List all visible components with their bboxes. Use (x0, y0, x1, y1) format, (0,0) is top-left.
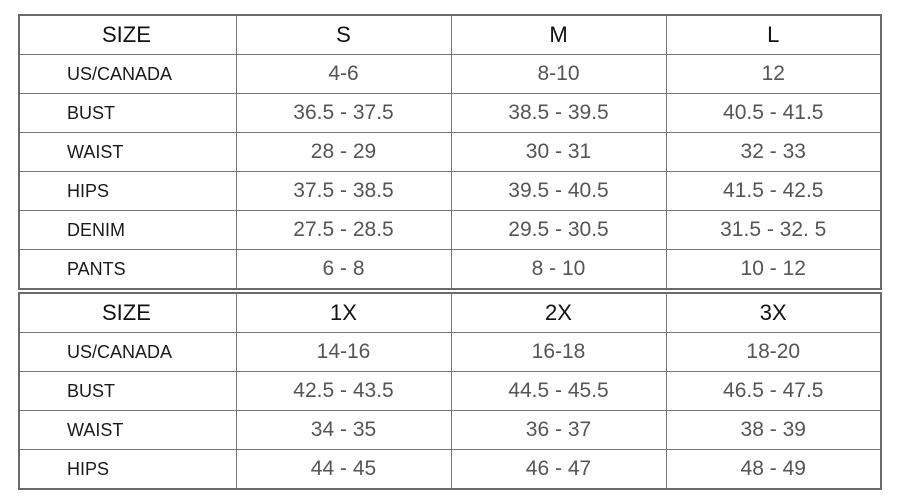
header-row: SIZE S M L (18, 14, 882, 55)
measurement-cell: 28 - 29 (235, 132, 452, 172)
measurement-cell: 36.5 - 37.5 (235, 93, 452, 133)
row-label: HIPS (18, 449, 237, 490)
measurement-cell: 10 - 12 (665, 249, 882, 290)
measurement-cell: 32 - 33 (665, 132, 882, 172)
measurement-cell: 16-18 (450, 332, 667, 372)
size-header: SIZE (18, 292, 237, 333)
measurement-cell: 38 - 39 (665, 410, 882, 450)
measurement-cell: 36 - 37 (450, 410, 667, 450)
row-label: WAIST (18, 410, 237, 450)
measurement-cell: 46.5 - 47.5 (665, 371, 882, 411)
measurement-cell: 42.5 - 43.5 (235, 371, 452, 411)
row-label: DENIM (18, 210, 237, 250)
measurement-cell: 27.5 - 28.5 (235, 210, 452, 250)
measurement-cell: 48 - 49 (665, 449, 882, 490)
table-row: BUST 36.5 - 37.5 38.5 - 39.5 40.5 - 41.5 (18, 93, 882, 133)
measurement-cell: 8-10 (450, 54, 667, 94)
table-row: HIPS 44 - 45 46 - 47 48 - 49 (18, 449, 882, 490)
measurement-cell: 30 - 31 (450, 132, 667, 172)
table-row: DENIM 27.5 - 28.5 29.5 - 30.5 31.5 - 32. 5 (18, 210, 882, 250)
measurement-cell: 14-16 (235, 332, 452, 372)
size-chart-standard: SIZE S M L US/CANADA 4-6 8-10 12 BUST 36.5 - 37.5… (18, 14, 882, 290)
table-row: HIPS 37.5 - 38.5 39.5 - 40.5 41.5 - 42.5 (18, 171, 882, 211)
size-column-header: 3X (665, 292, 882, 333)
measurement-cell: 37.5 - 38.5 (235, 171, 452, 211)
size-column-header: 2X (450, 292, 667, 333)
measurement-cell: 44.5 - 45.5 (450, 371, 667, 411)
measurement-cell: 44 - 45 (235, 449, 452, 490)
row-label: BUST (18, 93, 237, 133)
table-row: US/CANADA 14-16 16-18 18-20 (18, 332, 882, 372)
measurement-cell: 29.5 - 30.5 (450, 210, 667, 250)
row-label: HIPS (18, 171, 237, 211)
measurement-cell: 4-6 (235, 54, 452, 94)
row-label: WAIST (18, 132, 237, 172)
measurement-cell: 38.5 - 39.5 (450, 93, 667, 133)
measurement-cell: 6 - 8 (235, 249, 452, 290)
size-column-header: S (235, 14, 452, 55)
size-column-header: L (665, 14, 882, 55)
size-column-header: M (450, 14, 667, 55)
measurement-cell: 31.5 - 32. 5 (665, 210, 882, 250)
table-row: US/CANADA 4-6 8-10 12 (18, 54, 882, 94)
size-header: SIZE (18, 14, 237, 55)
table-row: WAIST 28 - 29 30 - 31 32 - 33 (18, 132, 882, 172)
header-row: SIZE 1X 2X 3X (18, 292, 882, 333)
measurement-cell: 8 - 10 (450, 249, 667, 290)
measurement-cell: 34 - 35 (235, 410, 452, 450)
row-label: PANTS (18, 249, 237, 290)
table-row: BUST 42.5 - 43.5 44.5 - 45.5 46.5 - 47.5 (18, 371, 882, 411)
row-label: BUST (18, 371, 237, 411)
measurement-cell: 41.5 - 42.5 (665, 171, 882, 211)
measurement-cell: 39.5 - 40.5 (450, 171, 667, 211)
measurement-cell: 40.5 - 41.5 (665, 93, 882, 133)
measurement-cell: 12 (665, 54, 882, 94)
size-chart-plus: SIZE 1X 2X 3X US/CANADA 14-16 16-18 18-20 BUST 42… (18, 292, 882, 490)
measurement-cell: 46 - 47 (450, 449, 667, 490)
row-label: US/CANADA (18, 332, 237, 372)
size-column-header: 1X (235, 292, 452, 333)
table-row: WAIST 34 - 35 36 - 37 38 - 39 (18, 410, 882, 450)
measurement-cell: 18-20 (665, 332, 882, 372)
row-label: US/CANADA (18, 54, 237, 94)
